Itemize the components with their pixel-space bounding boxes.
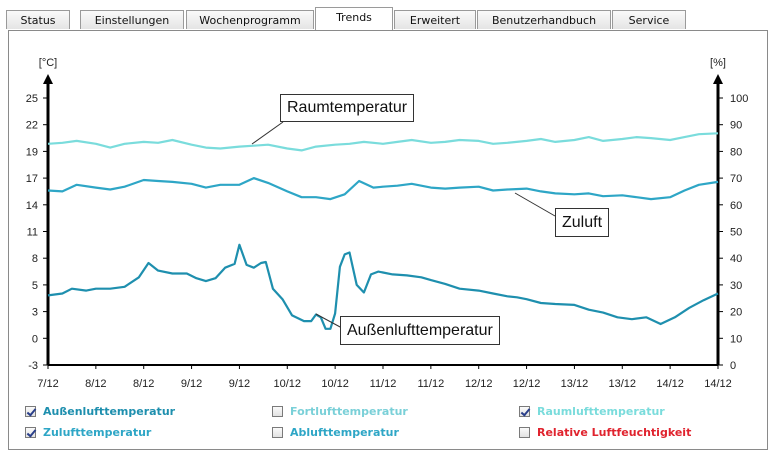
y-left-tick-label: 8 — [32, 253, 38, 265]
y-left-tick-label: 19 — [26, 146, 38, 158]
legend-label: Raumlufttemperatur — [537, 405, 665, 418]
x-tick-label: 11/12 — [370, 378, 397, 390]
series-line-raumlufttemperatur — [47, 132, 719, 152]
checkbox-aussenlufttemperatur[interactable] — [25, 406, 36, 417]
callout-leader-aussenluft — [315, 313, 343, 329]
checkbox-zulufttemperatur[interactable] — [25, 427, 36, 438]
checkbox-ablufttemperatur[interactable] — [272, 427, 283, 438]
y-right-tick-label: 70 — [730, 173, 742, 185]
tab-bar: Status Einstellungen Wochenprogramm Tren… — [6, 7, 768, 30]
tab-wochenprogramm[interactable]: Wochenprogramm — [186, 10, 314, 29]
y-right-tick-label: 30 — [730, 280, 742, 292]
tab-benutzerhandbuch[interactable]: Benutzerhandbuch — [477, 10, 611, 29]
y-right-arrow — [713, 74, 723, 84]
x-tick-label: 11/12 — [417, 378, 444, 390]
y-right-tick-label: 100 — [730, 93, 748, 105]
y-right-tick-label: 50 — [730, 227, 742, 239]
tab-erweitert[interactable]: Erweitert — [394, 10, 476, 29]
y-right-unit: [%] — [710, 57, 726, 69]
y-left-tick-label: 17 — [26, 173, 38, 185]
y-left-tick-label: 14 — [26, 200, 38, 212]
x-tick-label: 14/12 — [656, 378, 684, 390]
legend-relative-luftfeuchtigkeit[interactable]: Relative Luftfeuchtigkeit — [519, 426, 691, 439]
series-line-außenlufttemperatur — [47, 243, 719, 330]
y-right-tick-label: 90 — [730, 120, 742, 132]
y-left-tick-label: 22 — [26, 120, 38, 132]
callout-leader-zuluft — [514, 192, 556, 217]
tab-einstellungen[interactable]: Einstellungen — [80, 10, 184, 29]
legend-fortlufttemperatur[interactable]: Fortlufttemperatur — [272, 405, 408, 418]
legend-label: Relative Luftfeuchtigkeit — [537, 426, 692, 439]
series-line-zulufttemperatur — [47, 177, 719, 201]
x-tick-label: 10/12 — [321, 378, 349, 390]
tab-trends[interactable]: Trends — [315, 7, 393, 30]
x-tick-label: 7/12 — [37, 378, 58, 390]
y-left-arrow — [43, 74, 53, 84]
x-tick-label: 8/12 — [133, 378, 154, 390]
x-tick-label: 9/12 — [229, 378, 250, 390]
callout-leader-raumtemperatur — [251, 121, 284, 145]
y-left-tick-label: -3 — [28, 360, 38, 372]
x-tick-label: 12/12 — [465, 378, 493, 390]
legend-label: Außenlufttemperatur — [43, 405, 176, 418]
y-left-unit: [°C] — [39, 57, 57, 69]
y-right-tick-label: 20 — [730, 307, 742, 319]
y-right-tick-label: 80 — [730, 146, 742, 158]
y-left-tick-label: 25 — [26, 93, 38, 105]
checkbox-raumlufttemperatur[interactable] — [519, 406, 530, 417]
tab-status[interactable]: Status — [6, 10, 70, 29]
tab-service[interactable]: Service — [612, 10, 686, 29]
y-left-tick-label: 11 — [27, 227, 38, 239]
x-tick-label: 12/12 — [513, 378, 541, 390]
y-right-tick-label: 40 — [730, 253, 742, 265]
trend-chart: 25 100 22 90 19 80 17 70 14 60 11 50 8 40 5 30 3 20 0 10 -3 0… — [26, 57, 749, 390]
legend-label: Zulufttemperatur — [43, 426, 152, 439]
legend-label: Fortlufttemperatur — [290, 405, 408, 418]
x-tick-label: 14/12 — [704, 378, 732, 390]
x-tick-label: 13/12 — [561, 378, 589, 390]
checkbox-relative-luftfeuchtigkeit[interactable] — [519, 427, 530, 438]
legend-zulufttemperatur[interactable]: Zulufttemperatur — [25, 426, 151, 439]
callout-raumtemperatur: Raumtemperatur — [280, 94, 415, 122]
y-left-tick-label: 5 — [32, 280, 38, 292]
checkbox-fortlufttemperatur[interactable] — [272, 406, 283, 417]
y-left-tick-label: 0 — [32, 333, 38, 345]
y-left-tick-label: 3 — [32, 307, 38, 319]
x-tick-label: 8/12 — [85, 378, 106, 390]
x-tick-label: 9/12 — [181, 378, 202, 390]
y-right-tick-label: 10 — [730, 333, 742, 345]
y-right-tick-label: 0 — [730, 360, 736, 372]
y-right-tick-label: 60 — [730, 200, 742, 212]
legend-label: Ablufttemperatur — [290, 426, 399, 439]
x-tick-label: 13/12 — [609, 378, 637, 390]
legend-ablufttemperatur[interactable]: Ablufttemperatur — [272, 426, 399, 439]
legend-aussenlufttemperatur[interactable]: Außenlufttemperatur — [25, 405, 175, 418]
callout-zuluft: Zuluft — [555, 208, 610, 237]
callout-aussenlufttemperatur: Außenlufttemperatur — [340, 316, 500, 345]
legend-raumlufttemperatur[interactable]: Raumlufttemperatur — [519, 405, 665, 418]
x-tick-label: 10/12 — [274, 378, 302, 390]
